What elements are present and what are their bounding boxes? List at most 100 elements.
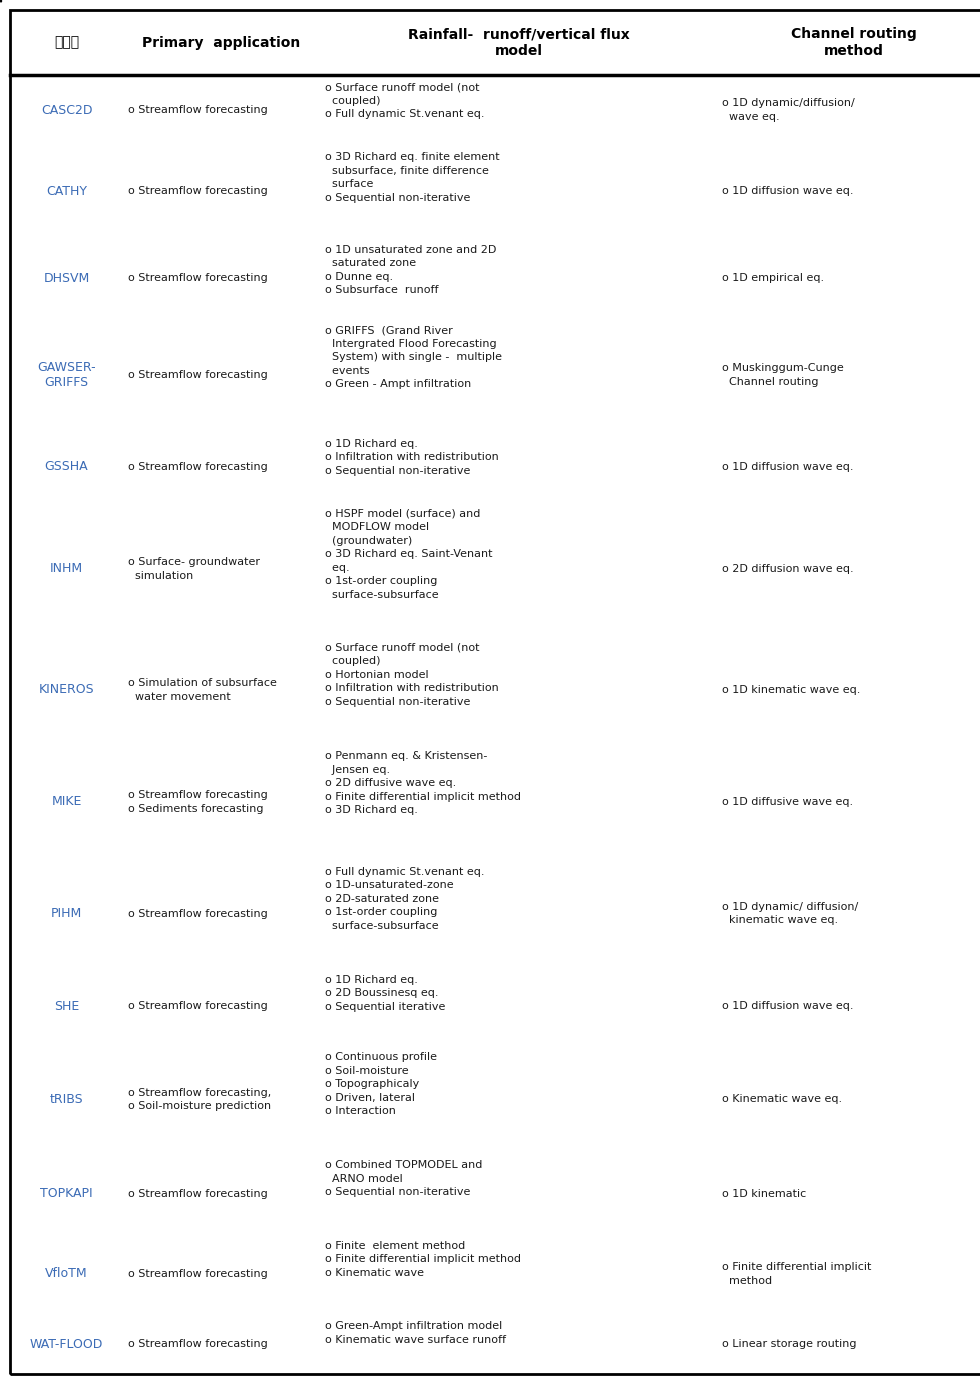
Text: coupled): coupled) <box>325 656 380 666</box>
Text: DHSVM: DHSVM <box>43 271 89 285</box>
Text: o 1st-order coupling: o 1st-order coupling <box>325 907 437 918</box>
Text: INHM: INHM <box>50 562 83 576</box>
Text: surface-subsurface: surface-subsurface <box>325 920 439 930</box>
Text: o Green-Ampt infiltration model: o Green-Ampt infiltration model <box>325 1322 502 1331</box>
Text: o Sequential non-iterative: o Sequential non-iterative <box>325 465 470 476</box>
Text: o 1D diffusion wave eq.: o 1D diffusion wave eq. <box>722 462 854 472</box>
Text: o Finite differential implicit method: o Finite differential implicit method <box>325 792 521 801</box>
Text: o 1D diffusion wave eq.: o 1D diffusion wave eq. <box>722 187 854 197</box>
Text: o Streamflow forecasting: o Streamflow forecasting <box>128 370 268 381</box>
Text: PIHM: PIHM <box>51 907 82 920</box>
Text: o Streamflow forecasting,: o Streamflow forecasting, <box>128 1088 271 1098</box>
Text: o Kinematic wave surface runoff: o Kinematic wave surface runoff <box>325 1334 506 1345</box>
Text: o Finite  element method: o Finite element method <box>325 1241 466 1251</box>
Text: method: method <box>722 1276 772 1286</box>
Text: wave eq.: wave eq. <box>722 112 780 122</box>
Text: (groundwater): (groundwater) <box>325 536 413 545</box>
Text: kinematic wave eq.: kinematic wave eq. <box>722 915 838 926</box>
Text: o Finite differential implicit: o Finite differential implicit <box>722 1262 871 1272</box>
Text: o Sediments forecasting: o Sediments forecasting <box>128 804 264 814</box>
Text: o Interaction: o Interaction <box>325 1106 396 1116</box>
Text: o Subsurface  runoff: o Subsurface runoff <box>325 285 438 295</box>
Text: coupled): coupled) <box>325 95 380 105</box>
Text: o Green - Ampt infiltration: o Green - Ampt infiltration <box>325 379 471 389</box>
Text: TOPKAPI: TOPKAPI <box>40 1187 93 1200</box>
Text: o Driven, lateral: o Driven, lateral <box>325 1092 415 1103</box>
Text: o 1D unsaturated zone and 2D: o 1D unsaturated zone and 2D <box>325 245 497 255</box>
Text: Jensen eq.: Jensen eq. <box>325 764 390 775</box>
Text: o 1D empirical eq.: o 1D empirical eq. <box>722 273 824 284</box>
Text: 모델명: 모델명 <box>54 36 79 50</box>
Text: o 2D-saturated zone: o 2D-saturated zone <box>325 894 439 904</box>
Text: WAT-FLOOD: WAT-FLOOD <box>29 1337 103 1351</box>
Text: simulation: simulation <box>128 570 193 580</box>
Text: tRIBS: tRIBS <box>50 1093 83 1106</box>
Text: Channel routing
method: Channel routing method <box>791 28 916 58</box>
Text: surface: surface <box>325 179 373 190</box>
Text: o Hortonian model: o Hortonian model <box>325 670 428 680</box>
Text: o Sequential iterative: o Sequential iterative <box>325 1002 445 1012</box>
Text: SHE: SHE <box>54 1001 79 1013</box>
Text: o Full dynamic St.venant eq.: o Full dynamic St.venant eq. <box>325 109 484 119</box>
Text: o 1D kinematic wave eq.: o 1D kinematic wave eq. <box>722 685 860 695</box>
Text: o Streamflow forecasting: o Streamflow forecasting <box>128 790 268 800</box>
Text: Intergrated Flood Forecasting: Intergrated Flood Forecasting <box>325 339 497 349</box>
Text: o Penmann eq. & Kristensen-: o Penmann eq. & Kristensen- <box>325 752 487 761</box>
Text: o Dunne eq.: o Dunne eq. <box>325 271 393 282</box>
Text: o Sequential non-iterative: o Sequential non-iterative <box>325 1187 470 1197</box>
Text: surface-subsurface: surface-subsurface <box>325 590 439 599</box>
Text: o Streamflow forecasting: o Streamflow forecasting <box>128 105 268 115</box>
Text: o GRIFFS  (Grand River: o GRIFFS (Grand River <box>325 325 453 335</box>
Text: ARNO model: ARNO model <box>325 1174 403 1183</box>
Text: o 1D diffusion wave eq.: o 1D diffusion wave eq. <box>722 1002 854 1012</box>
Text: water movement: water movement <box>128 692 230 702</box>
Text: CATHY: CATHY <box>46 185 87 198</box>
Text: o Kinematic wave: o Kinematic wave <box>325 1268 424 1277</box>
Text: Channel routing: Channel routing <box>722 376 818 386</box>
Text: o Full dynamic St.venant eq.: o Full dynamic St.venant eq. <box>325 866 484 876</box>
Text: MODFLOW model: MODFLOW model <box>325 522 429 533</box>
Text: VfloTM: VfloTM <box>45 1268 88 1280</box>
Text: o Streamflow forecasting: o Streamflow forecasting <box>128 1340 268 1349</box>
Text: o 2D Boussinesq eq.: o 2D Boussinesq eq. <box>325 988 438 998</box>
Text: o Streamflow forecasting: o Streamflow forecasting <box>128 1002 268 1012</box>
Text: MIKE: MIKE <box>51 796 81 808</box>
Text: o Streamflow forecasting: o Streamflow forecasting <box>128 909 268 919</box>
Text: o 1D diffusive wave eq.: o 1D diffusive wave eq. <box>722 797 854 807</box>
Text: o 1D kinematic: o 1D kinematic <box>722 1189 807 1199</box>
Text: o 2D diffusion wave eq.: o 2D diffusion wave eq. <box>722 563 854 574</box>
Text: o Topographicaly: o Topographicaly <box>325 1080 419 1089</box>
Text: o Simulation of subsurface: o Simulation of subsurface <box>128 678 277 688</box>
Text: o 2D diffusive wave eq.: o 2D diffusive wave eq. <box>325 778 457 787</box>
Text: o Infiltration with redistribution: o Infiltration with redistribution <box>325 684 499 693</box>
Text: o Sequential non-iterative: o Sequential non-iterative <box>325 696 470 707</box>
Text: o Combined TOPMODEL and: o Combined TOPMODEL and <box>325 1160 482 1171</box>
Text: GAWSER-
GRIFFS: GAWSER- GRIFFS <box>37 361 96 389</box>
Text: Rainfall-  runoff/vertical flux
model: Rainfall- runoff/vertical flux model <box>408 28 629 58</box>
Text: o 3D Richard eq.: o 3D Richard eq. <box>325 805 417 815</box>
Text: eq.: eq. <box>325 563 350 573</box>
Text: o Sequential non-iterative: o Sequential non-iterative <box>325 192 470 202</box>
Text: o Surface- groundwater: o Surface- groundwater <box>128 558 260 567</box>
Text: o Linear storage routing: o Linear storage routing <box>722 1340 857 1349</box>
Text: o Finite differential implicit method: o Finite differential implicit method <box>325 1254 521 1265</box>
Text: o 3D Richard eq. finite element: o 3D Richard eq. finite element <box>325 152 500 162</box>
Text: saturated zone: saturated zone <box>325 259 416 268</box>
Text: Primary  application: Primary application <box>142 36 301 50</box>
Text: o Soil-moisture prediction: o Soil-moisture prediction <box>128 1102 271 1111</box>
Text: System) with single -  multiple: System) with single - multiple <box>325 353 502 363</box>
Text: o Streamflow forecasting: o Streamflow forecasting <box>128 273 268 284</box>
Text: events: events <box>325 365 369 376</box>
Text: o Streamflow forecasting: o Streamflow forecasting <box>128 1269 268 1279</box>
Text: o 1D Richard eq.: o 1D Richard eq. <box>325 974 417 985</box>
Bar <box>10 10 980 1374</box>
Text: o Streamflow forecasting: o Streamflow forecasting <box>128 187 268 197</box>
Text: o Streamflow forecasting: o Streamflow forecasting <box>128 462 268 472</box>
Text: o 1D dynamic/ diffusion/: o 1D dynamic/ diffusion/ <box>722 902 858 912</box>
Text: o Infiltration with redistribution: o Infiltration with redistribution <box>325 453 499 462</box>
Text: o 3D Richard eq. Saint-Venant: o 3D Richard eq. Saint-Venant <box>325 549 493 559</box>
Text: o 1D Richard eq.: o 1D Richard eq. <box>325 439 417 448</box>
Text: GSSHA: GSSHA <box>45 461 88 473</box>
Text: KINEROS: KINEROS <box>38 684 94 696</box>
Text: o Soil-moisture: o Soil-moisture <box>325 1066 409 1075</box>
